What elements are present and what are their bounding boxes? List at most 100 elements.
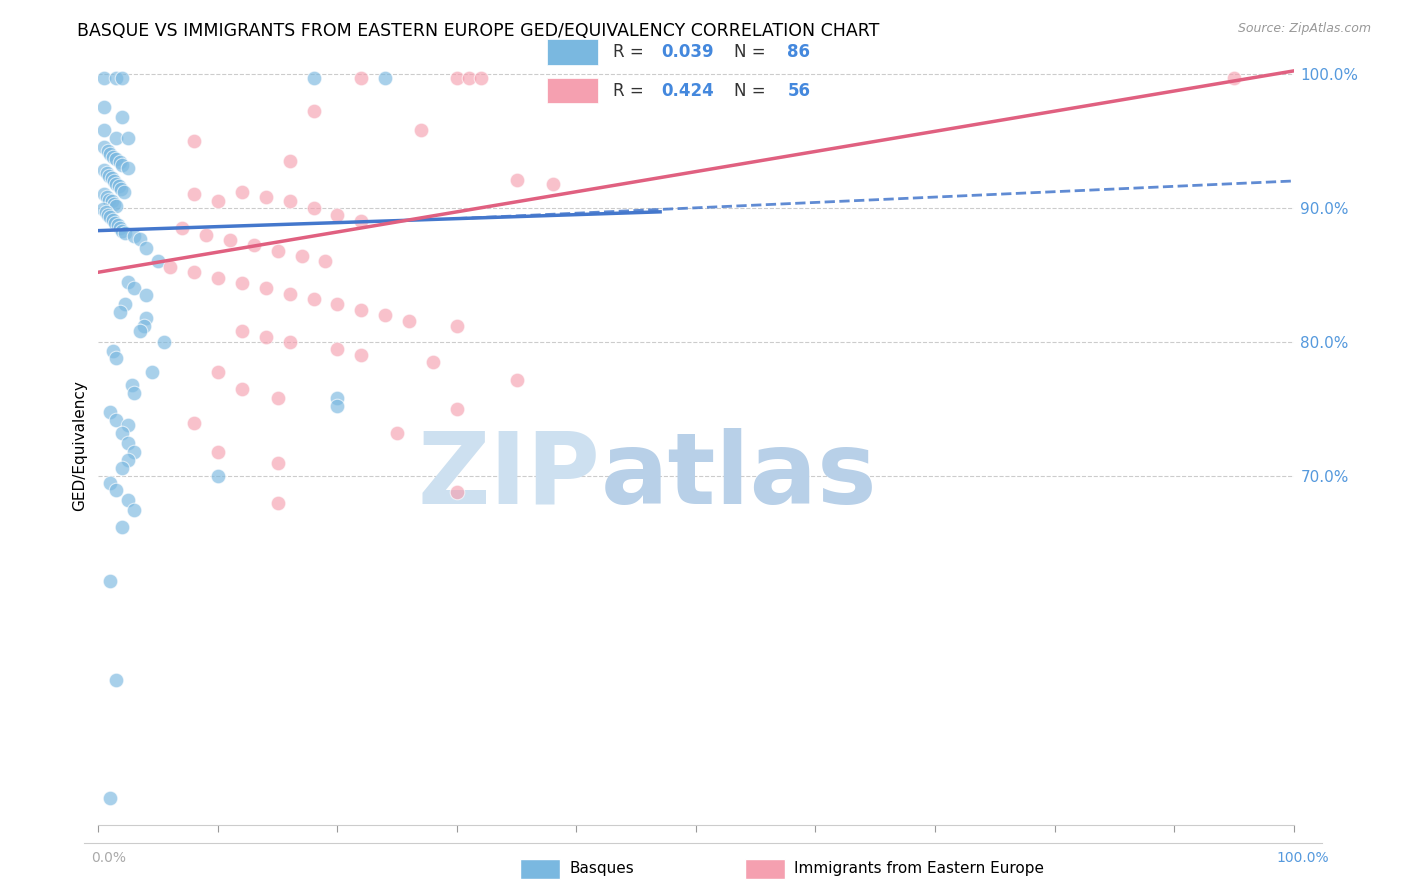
Point: [105, 70, 128, 85]
Point: [117, 418, 139, 433]
Point: [103, 196, 125, 211]
Point: [278, 334, 301, 349]
Point: [114, 227, 136, 241]
Point: [141, 365, 163, 379]
Point: [267, 456, 290, 470]
Point: [100, 171, 122, 186]
Point: [302, 292, 325, 306]
Point: [302, 70, 325, 85]
Point: [117, 161, 139, 175]
Point: [124, 281, 146, 295]
Point: [350, 348, 373, 362]
Point: [105, 483, 128, 497]
Text: BASQUE VS IMMIGRANTS FROM EASTERN EUROPE GED/EQUIVALENCY CORRELATION CHART: BASQUE VS IMMIGRANTS FROM EASTERN EUROPE…: [77, 22, 880, 40]
Point: [326, 400, 349, 414]
Text: Immigrants from Eastern Europe: Immigrants from Eastern Europe: [794, 862, 1045, 876]
Point: [93, 100, 115, 114]
Point: [374, 308, 396, 322]
Point: [97, 207, 120, 221]
Point: [107, 179, 129, 194]
Point: [111, 224, 134, 238]
Point: [124, 445, 146, 459]
Point: [183, 416, 205, 430]
Point: [135, 310, 157, 325]
Point: [98, 574, 122, 588]
Point: [105, 131, 128, 145]
Point: [291, 249, 314, 263]
Point: [111, 426, 134, 441]
Text: R =: R =: [613, 82, 650, 100]
Text: Basques: Basques: [569, 862, 634, 876]
Point: [91, 202, 114, 216]
Point: [105, 673, 128, 688]
Point: [231, 382, 253, 396]
Point: [110, 182, 132, 196]
Point: [411, 123, 433, 137]
Point: [117, 275, 139, 289]
Text: 0.039: 0.039: [661, 43, 713, 61]
Point: [315, 254, 337, 268]
Point: [93, 123, 115, 137]
Point: [350, 302, 373, 317]
Point: [124, 386, 146, 401]
Point: [111, 70, 134, 85]
Point: [93, 140, 115, 154]
Point: [207, 445, 229, 459]
Point: [101, 213, 124, 227]
Point: [98, 791, 122, 805]
Point: [231, 324, 253, 338]
Point: [183, 187, 205, 202]
Point: [159, 260, 181, 274]
Text: atlas: atlas: [600, 428, 877, 524]
Point: [93, 163, 115, 178]
Point: [104, 216, 127, 230]
Point: [302, 104, 325, 119]
Point: [98, 210, 122, 224]
Text: Source: ZipAtlas.com: Source: ZipAtlas.com: [1237, 22, 1371, 36]
Point: [207, 270, 229, 285]
Point: [111, 520, 134, 534]
Point: [243, 238, 266, 252]
Point: [124, 229, 146, 244]
Point: [231, 276, 253, 290]
Point: [219, 233, 242, 247]
Point: [278, 153, 301, 168]
Point: [446, 318, 468, 333]
Point: [446, 402, 468, 417]
Point: [267, 244, 290, 258]
Point: [107, 219, 129, 233]
Point: [129, 324, 152, 338]
Point: [112, 185, 135, 199]
FancyBboxPatch shape: [547, 78, 598, 103]
Point: [1223, 70, 1246, 85]
Point: [183, 265, 205, 279]
Point: [267, 392, 290, 406]
Point: [100, 194, 122, 208]
Point: [98, 169, 121, 183]
Point: [105, 153, 128, 167]
Point: [98, 147, 122, 161]
Text: 0.424: 0.424: [661, 82, 714, 100]
Point: [111, 158, 134, 172]
Text: R =: R =: [613, 43, 650, 61]
Point: [117, 453, 139, 467]
Point: [105, 177, 128, 191]
Point: [135, 241, 157, 255]
Point: [207, 469, 229, 483]
Point: [326, 297, 349, 311]
Point: [96, 190, 118, 204]
Point: [254, 190, 277, 204]
Point: [326, 392, 349, 406]
Point: [172, 221, 194, 235]
Point: [117, 131, 139, 145]
Point: [183, 134, 205, 148]
Point: [117, 493, 139, 508]
Text: 56: 56: [787, 82, 810, 100]
Point: [124, 502, 146, 516]
Point: [103, 174, 125, 188]
Point: [398, 313, 420, 327]
Point: [101, 150, 124, 164]
Y-axis label: GED/Equivalency: GED/Equivalency: [72, 381, 87, 511]
Text: 0.0%: 0.0%: [91, 851, 127, 865]
Point: [326, 207, 349, 221]
